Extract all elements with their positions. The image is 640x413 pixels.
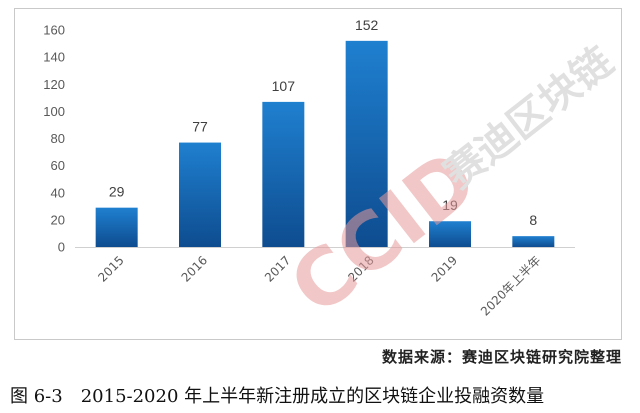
data-label: 19 — [442, 197, 458, 213]
watermark-cn: 赛迪区块链 — [436, 38, 622, 197]
x-tick-label: 2015 — [95, 253, 126, 284]
x-tick-label: 2019 — [429, 253, 460, 284]
bar — [429, 221, 471, 247]
data-label: 152 — [355, 17, 379, 33]
figure-caption: 图 6-3 2015-2020 年上半年新注册成立的区块链企业投融资数量 — [10, 382, 544, 408]
y-tick-label: 20 — [51, 212, 65, 227]
y-tick-label: 0 — [58, 240, 65, 255]
chart-frame — [14, 8, 622, 340]
bar — [95, 207, 138, 247]
x-tick-label: 2020年上半年 — [478, 253, 543, 318]
data-label: 8 — [529, 212, 537, 228]
bar-chart: 0 20 40 60 80 100 120 140 160 29 77 107 152 19 8 2015… — [43, 17, 621, 333]
data-label: 107 — [272, 78, 296, 94]
y-axis: 0 20 40 60 80 100 120 140 160 — [43, 23, 65, 255]
bar — [512, 236, 555, 247]
data-label: 29 — [109, 184, 125, 200]
caption-text: 2015-2020 年上半年新注册成立的区块链企业投融资数量 — [80, 386, 545, 407]
y-tick-label: 120 — [43, 77, 65, 92]
y-tick-label: 160 — [43, 23, 65, 38]
x-tick-label: 2016 — [179, 253, 210, 284]
watermark: CCID 赛迪区块链 — [274, 38, 621, 332]
source-note: 数据来源：赛迪区块链研究院整理 — [381, 348, 622, 366]
y-tick-label: 100 — [43, 104, 65, 119]
caption-number: 图 6-3 — [10, 386, 63, 407]
bar — [179, 142, 221, 247]
bar — [262, 101, 305, 247]
bar — [345, 40, 388, 247]
bars — [95, 40, 555, 247]
y-tick-label: 140 — [43, 50, 65, 65]
data-labels: 29 77 107 152 19 8 — [109, 17, 538, 228]
y-tick-label: 40 — [51, 185, 65, 200]
y-tick-label: 80 — [51, 131, 65, 146]
y-tick-label: 60 — [51, 158, 65, 173]
data-label: 77 — [192, 119, 208, 135]
